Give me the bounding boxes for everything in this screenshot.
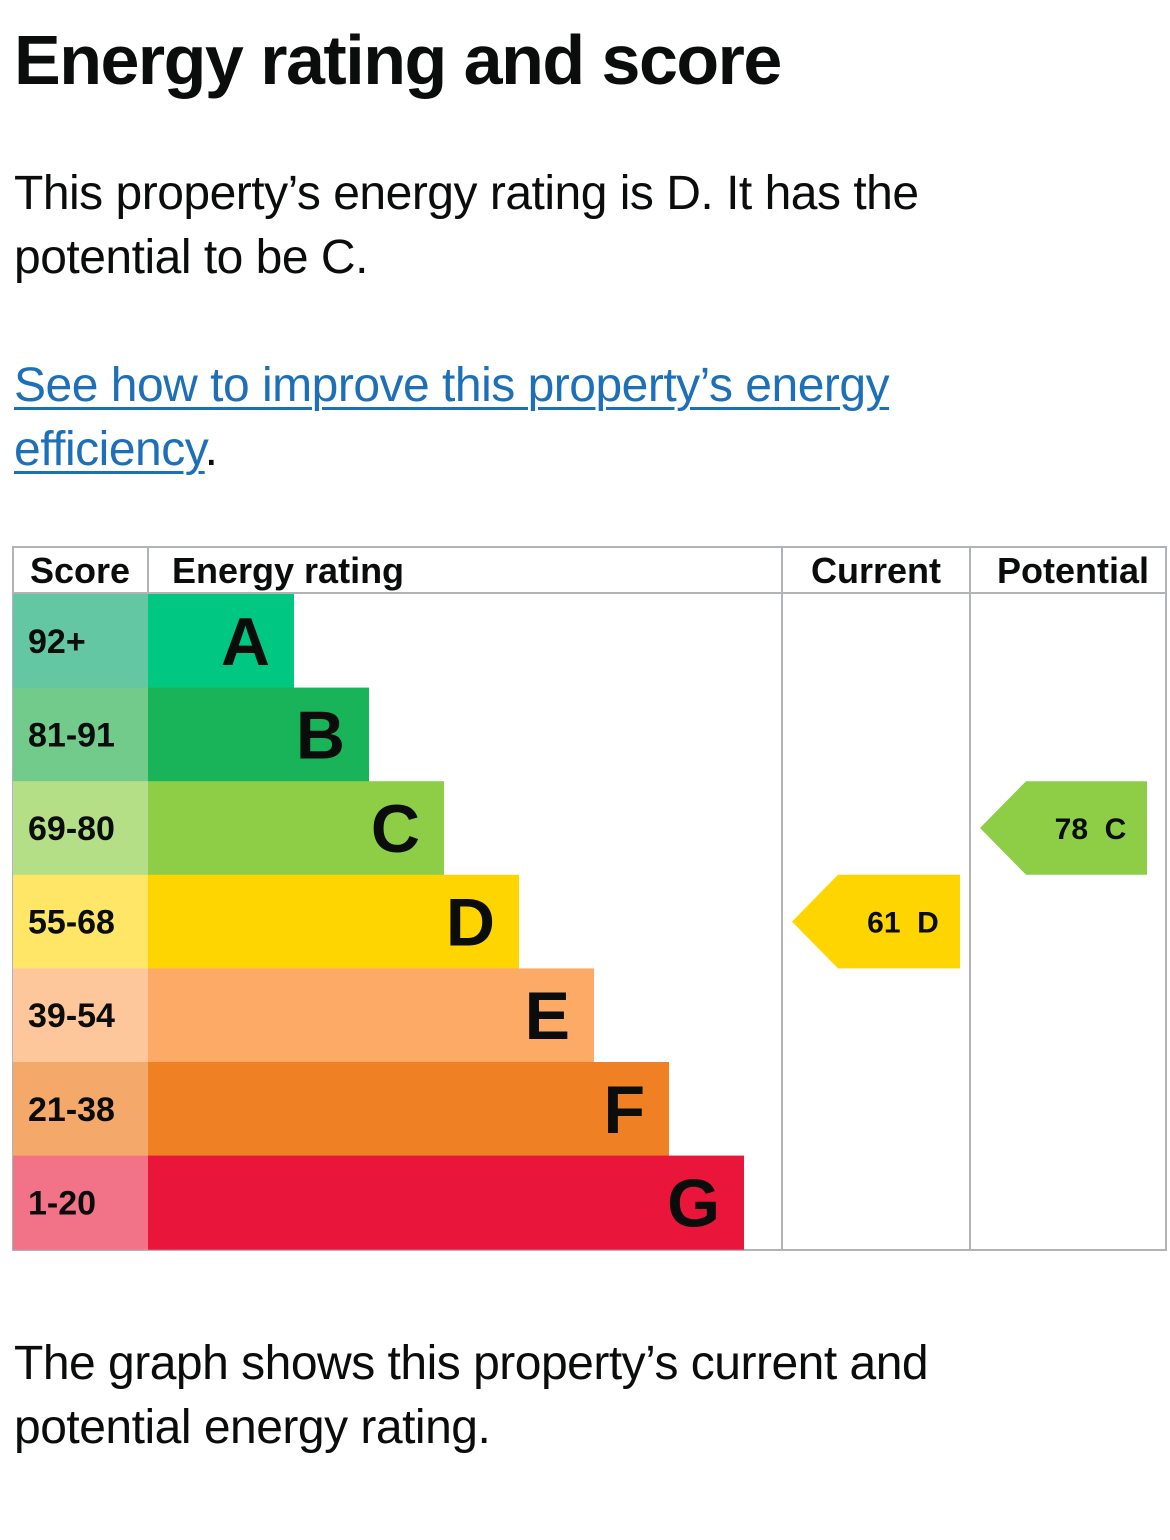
page-title: Energy rating and score (14, 21, 782, 99)
rating-letter-g: G (667, 1165, 720, 1241)
rating-letter-a: A (221, 604, 270, 680)
rating-bar-g (148, 1155, 744, 1250)
rating-bar-d (148, 874, 519, 969)
rating-letter-e: E (525, 978, 570, 1054)
score-range-d: 55-68 (28, 904, 115, 942)
header-potential: Potential (997, 550, 1149, 591)
score-range-f: 21-38 (28, 1091, 115, 1129)
score-cell-a (13, 594, 148, 689)
score-cell-d (13, 874, 148, 969)
current-rating-label: 61 D (867, 907, 939, 940)
header-current: Current (811, 550, 941, 591)
score-cell-b (13, 687, 148, 782)
improve-paragraph: See how to improve this property’s energ… (14, 354, 1014, 482)
rating-summary: This property’s energy rating is D. It h… (14, 167, 919, 284)
rating-letter-f: F (603, 1072, 645, 1148)
score-cell-e (13, 968, 148, 1063)
chart-headers: Score Energy rating Current Potential (30, 550, 1149, 591)
rating-bar-f (148, 1062, 669, 1157)
rating-letter-b: B (296, 697, 345, 773)
header-energy-rating: Energy rating (172, 550, 404, 591)
graph-caption: The graph shows this property’s current … (14, 1337, 929, 1454)
improve-energy-efficiency-link[interactable]: See how to improve this property’s energ… (14, 359, 890, 476)
rating-markers: 61 D 78 C (792, 781, 1147, 969)
improve-link-suffix: . (204, 423, 218, 476)
rating-letter-c: C (371, 791, 420, 867)
score-range-c: 69-80 (28, 810, 115, 848)
rating-letter-d: D (446, 885, 495, 961)
score-range-g: 1-20 (28, 1184, 96, 1222)
score-cell-c (13, 781, 148, 876)
header-score: Score (30, 550, 130, 591)
rating-bar-a (148, 594, 294, 689)
rating-bar-c (148, 781, 444, 876)
potential-rating-arrow (980, 781, 1147, 875)
potential-rating-label: 78 C (1055, 813, 1127, 846)
energy-rating-chart: Score Energy rating Current Potential 92… (12, 546, 1167, 1251)
score-range-b: 81-91 (28, 716, 115, 754)
rating-bands: 92+ A 81-91 B 69-80 C 55-68 D 39-54 E 21-38 F 1-20 G (13, 594, 744, 1250)
score-cell-g (13, 1155, 148, 1250)
rating-bar-b (148, 687, 369, 782)
rating-bar-e (148, 968, 594, 1063)
score-range-a: 92+ (28, 623, 86, 661)
score-cell-f (13, 1062, 148, 1157)
score-range-e: 39-54 (28, 997, 115, 1035)
current-rating-arrow (792, 874, 960, 969)
